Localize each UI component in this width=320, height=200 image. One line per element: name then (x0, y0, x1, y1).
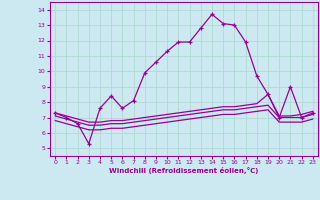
X-axis label: Windchill (Refroidissement éolien,°C): Windchill (Refroidissement éolien,°C) (109, 167, 259, 174)
